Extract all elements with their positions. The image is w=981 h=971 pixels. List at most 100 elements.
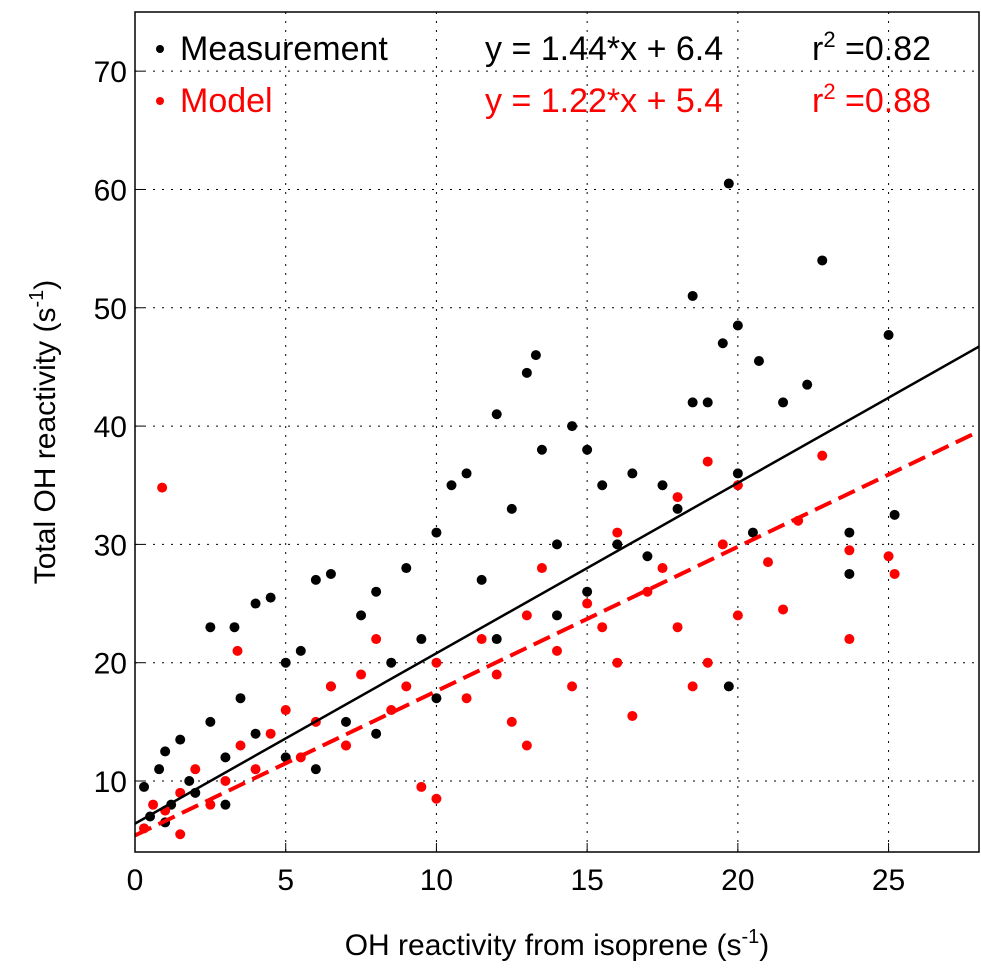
point [416,634,427,645]
point [889,509,900,520]
point [205,716,216,727]
point [280,657,291,668]
axes-box [134,11,980,853]
point [356,669,367,680]
point [235,693,246,704]
point [157,482,168,493]
point [431,657,442,668]
y-tick-label: 60 [94,174,127,207]
y-label-text: ) [29,280,62,290]
point [802,379,813,390]
point [220,752,231,763]
point [461,468,472,479]
point [702,657,713,668]
point [506,716,517,727]
point [371,728,382,739]
point [612,527,623,538]
point [341,740,351,751]
r2-text: r [812,82,823,120]
point [702,397,713,408]
r2-text: r [812,30,823,68]
point [627,710,638,721]
legend-label: Measurement [180,30,388,68]
point [778,604,789,615]
legend-label: Model [180,82,273,120]
point [325,568,336,579]
point [817,450,828,461]
point [431,527,442,538]
y-tick-label: 10 [94,766,127,799]
point [552,539,562,550]
point [175,734,186,745]
point [657,563,668,574]
point [672,503,683,514]
fit-equation: y = 1.44*x + 6.4 [485,30,723,68]
point [476,634,487,645]
legend-marker [156,45,164,53]
y-tick-label: 70 [94,56,127,89]
point [672,622,683,633]
point [265,728,276,739]
point [431,793,442,804]
point [265,592,276,603]
x-label-sup: -1 [741,926,759,948]
point [844,545,855,556]
point [844,527,855,538]
x-axis-label: OH reactivity from isoprene (s-1) [345,926,770,962]
point [536,563,547,574]
point [889,568,900,579]
point [567,681,578,692]
point [491,634,502,645]
point [341,716,351,727]
point [491,669,502,680]
point [356,610,367,621]
point [627,468,638,479]
point [567,421,578,432]
point [175,829,186,840]
point [280,705,291,716]
y-label-sup: -1 [26,290,48,308]
point [753,356,764,367]
y-tick-label: 40 [94,411,127,444]
point [702,456,713,467]
point [232,645,243,656]
point [657,480,668,491]
point [154,764,165,775]
point [687,681,698,692]
point [521,740,532,751]
x-tick-label: 20 [721,864,754,897]
point [687,397,698,408]
point [160,746,171,757]
x-label-text: OH reactivity from isoprene (s [345,929,742,962]
point [250,728,261,739]
point [747,527,758,538]
point [431,693,442,704]
r2-text: =0.82 [836,30,931,68]
point [476,574,487,585]
fit-r2: r2 =0.88 [812,79,931,120]
point [844,634,855,645]
point [229,622,240,633]
point [461,693,472,704]
point [280,752,291,763]
point [325,681,336,692]
fit-line [134,345,980,825]
point [139,781,150,792]
x-tick-label: 5 [277,864,294,897]
point [642,586,653,597]
point [506,503,517,514]
point [844,568,855,579]
point [883,551,894,562]
point [763,557,773,568]
point [723,178,734,189]
x-tick-label: 15 [570,864,603,897]
point [521,610,532,621]
point [778,397,789,408]
point [597,480,608,491]
point [371,634,382,645]
point [371,586,382,597]
point [732,468,743,479]
r2-sup: 2 [823,79,835,104]
point [446,480,457,491]
